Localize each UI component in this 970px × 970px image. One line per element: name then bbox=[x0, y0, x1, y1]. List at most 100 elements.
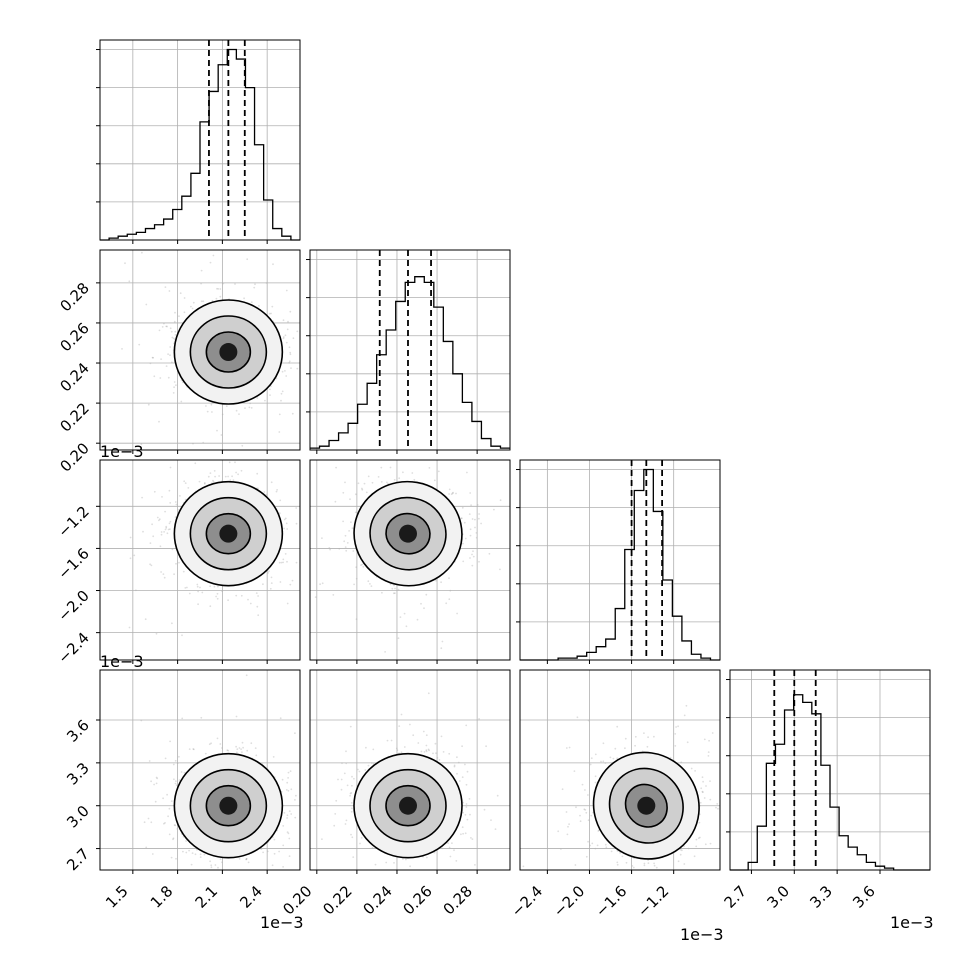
sample-point bbox=[247, 598, 249, 601]
sample-point bbox=[590, 757, 593, 760]
sample-point bbox=[391, 587, 394, 590]
sample-point bbox=[403, 612, 406, 615]
sample-point bbox=[357, 482, 360, 485]
sample-point bbox=[686, 741, 689, 744]
sample-point bbox=[289, 353, 292, 356]
sample-point bbox=[182, 850, 184, 853]
sample-point bbox=[461, 776, 464, 779]
sample-point bbox=[405, 625, 408, 628]
sample-point bbox=[282, 337, 285, 340]
sample-point bbox=[485, 745, 487, 748]
sample-point bbox=[170, 330, 173, 333]
sample-point bbox=[210, 403, 213, 406]
sample-point bbox=[166, 532, 169, 535]
sample-point bbox=[371, 481, 374, 484]
sample-point bbox=[289, 351, 292, 354]
sample-point bbox=[204, 752, 207, 755]
sample-point bbox=[465, 724, 468, 727]
sample-point bbox=[191, 852, 194, 854]
sample-point bbox=[164, 510, 167, 513]
sample-point bbox=[161, 326, 164, 328]
sample-point bbox=[423, 751, 426, 753]
sample-point bbox=[270, 312, 272, 315]
sample-point bbox=[257, 487, 259, 490]
sample-point bbox=[610, 850, 613, 853]
sample-point bbox=[167, 528, 170, 531]
sample-point bbox=[400, 751, 403, 754]
sample-point bbox=[604, 843, 607, 846]
sample-point bbox=[703, 738, 706, 741]
sample-point bbox=[370, 585, 373, 587]
sample-point bbox=[461, 506, 464, 509]
sample-point bbox=[279, 717, 282, 720]
sample-point bbox=[224, 475, 227, 478]
sample-point bbox=[181, 717, 184, 720]
sample-point bbox=[287, 771, 290, 774]
sample-point bbox=[448, 493, 450, 495]
sample-point bbox=[420, 602, 422, 605]
sample-point bbox=[464, 537, 467, 540]
sample-point bbox=[474, 526, 476, 529]
sample-point bbox=[217, 585, 219, 588]
sample-point bbox=[180, 771, 183, 773]
sample-point bbox=[653, 862, 655, 865]
sample-point bbox=[464, 813, 467, 816]
sample-point bbox=[175, 562, 177, 565]
sample-point bbox=[178, 755, 180, 758]
sample-point bbox=[286, 560, 288, 563]
sample-point bbox=[284, 334, 287, 337]
sample-point bbox=[340, 788, 343, 791]
sample-point bbox=[440, 647, 443, 650]
sample-point bbox=[344, 534, 347, 537]
sample-point bbox=[253, 286, 256, 289]
sample-point bbox=[216, 592, 219, 595]
sample-point bbox=[168, 489, 171, 492]
sample-point bbox=[634, 744, 636, 747]
sample-point bbox=[280, 399, 282, 402]
sample-point bbox=[465, 803, 468, 805]
sample-point bbox=[354, 511, 357, 514]
sample-point bbox=[697, 837, 700, 840]
sample-point bbox=[456, 612, 458, 615]
sample-point bbox=[282, 319, 285, 322]
sample-point bbox=[153, 783, 156, 786]
sample-point bbox=[216, 429, 218, 432]
sample-point bbox=[152, 356, 155, 359]
sample-point bbox=[451, 492, 454, 495]
sample-point bbox=[679, 853, 682, 856]
sample-point bbox=[464, 763, 466, 766]
sample-point bbox=[256, 605, 259, 608]
sample-point bbox=[470, 504, 472, 506]
sample-point bbox=[255, 592, 258, 594]
sample-point bbox=[174, 824, 177, 827]
sample-point bbox=[284, 517, 287, 520]
sample-point bbox=[169, 520, 172, 523]
sample-point bbox=[453, 849, 455, 852]
sample-point bbox=[585, 811, 588, 814]
sample-point bbox=[591, 842, 594, 845]
sample-point bbox=[409, 865, 411, 868]
sample-point bbox=[278, 561, 281, 564]
sample-point bbox=[389, 466, 392, 469]
sample-point bbox=[283, 527, 285, 530]
sample-point bbox=[165, 365, 168, 367]
sample-point bbox=[238, 413, 240, 415]
sample-point bbox=[483, 808, 486, 811]
sample-point bbox=[694, 770, 696, 772]
sample-point bbox=[192, 748, 195, 750]
sample-point bbox=[574, 864, 577, 866]
sample-point bbox=[145, 846, 148, 849]
sample-point bbox=[655, 866, 658, 869]
sample-point bbox=[175, 784, 178, 787]
sample-point bbox=[377, 476, 380, 478]
sample-point bbox=[160, 531, 163, 533]
sample-point bbox=[288, 810, 291, 812]
sample-point bbox=[352, 550, 355, 552]
sample-point bbox=[469, 534, 472, 537]
sample-point bbox=[393, 479, 396, 481]
sample-point bbox=[196, 585, 199, 588]
sample-point bbox=[287, 320, 289, 323]
sample-point bbox=[164, 757, 167, 760]
sample-point bbox=[441, 640, 444, 643]
sample-point bbox=[605, 846, 608, 849]
